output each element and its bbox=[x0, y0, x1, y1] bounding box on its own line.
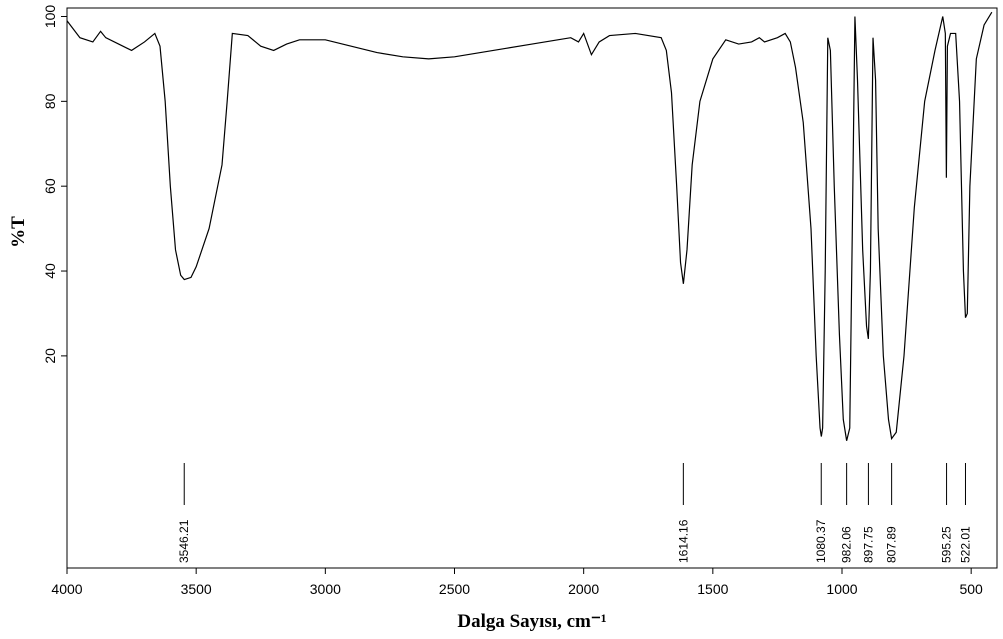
peak-label: 897.75 bbox=[861, 526, 875, 563]
x-axis-title: Dalga Sayısı, cm⁻¹ bbox=[457, 611, 606, 632]
peak-label: 522.01 bbox=[958, 526, 972, 563]
x-tick-label: 3500 bbox=[181, 581, 212, 597]
y-tick-label: 40 bbox=[42, 263, 58, 279]
y-tick-label: 100 bbox=[42, 5, 58, 29]
x-tick-label: 3000 bbox=[310, 581, 341, 597]
peak-label: 1614.16 bbox=[676, 519, 690, 563]
plot-frame bbox=[66, 7, 998, 569]
y-tick-label: 20 bbox=[42, 348, 58, 364]
y-tick-label: 80 bbox=[42, 93, 58, 109]
x-tick-label: 500 bbox=[959, 581, 983, 597]
peak-label: 3546.21 bbox=[177, 519, 191, 563]
x-tick-label: 2000 bbox=[568, 581, 599, 597]
y-tick-label: 60 bbox=[42, 178, 58, 194]
x-tick-label: 1000 bbox=[826, 581, 857, 597]
peak-label: 1080.37 bbox=[814, 519, 828, 563]
peak-label: 807.89 bbox=[885, 526, 899, 563]
x-tick-label: 2500 bbox=[439, 581, 470, 597]
spectrum-line bbox=[66, 11, 993, 441]
y-axis-title: %T bbox=[8, 216, 29, 248]
peak-label: 595.25 bbox=[940, 526, 954, 563]
peak-label: 982.06 bbox=[840, 526, 854, 563]
x-tick-label: 1500 bbox=[697, 581, 728, 597]
x-tick-label: 4000 bbox=[51, 581, 82, 597]
